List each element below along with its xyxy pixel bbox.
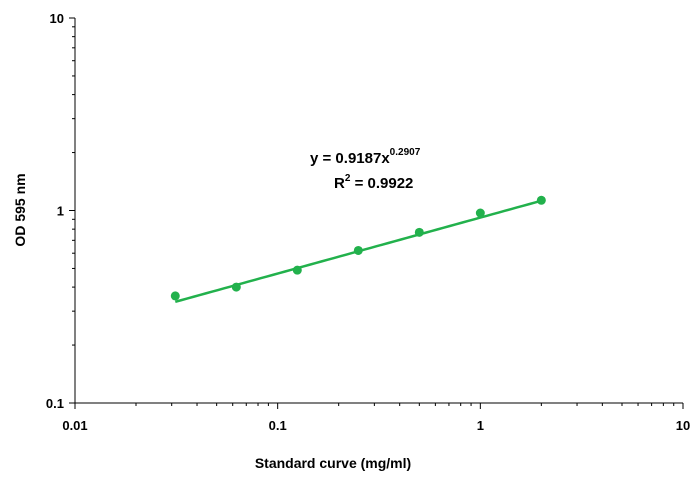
r-squared-label: R2 = 0.9922 (334, 173, 413, 192)
x-tick-label: 10 (676, 418, 690, 433)
data-point (414, 227, 424, 237)
data-point (170, 291, 180, 301)
x-axis-title: Standard curve (mg/ml) (255, 455, 411, 471)
data-points (170, 195, 546, 301)
data-point (536, 195, 546, 205)
x-tick-label: 1 (477, 418, 484, 433)
axis-ticks (69, 17, 684, 409)
y-tick-label: 0.1 (46, 396, 64, 411)
data-point (475, 208, 485, 218)
axes (74, 18, 683, 404)
y-axis-title: OD 595 nm (12, 173, 28, 246)
data-point (292, 265, 302, 275)
y-tick-labels: 0.1 1 10 (46, 11, 64, 411)
x-tick-label: 0.01 (62, 418, 87, 433)
x-tick-label: 0.1 (269, 418, 287, 433)
y-tick-label: 10 (50, 11, 64, 26)
x-tick-labels: 0.01 0.1 1 10 (62, 418, 690, 433)
data-point (231, 282, 241, 292)
data-point (353, 245, 363, 255)
y-tick-label: 1 (57, 204, 64, 219)
trendline-equation: y = 0.9187x0.2907 (310, 147, 421, 167)
